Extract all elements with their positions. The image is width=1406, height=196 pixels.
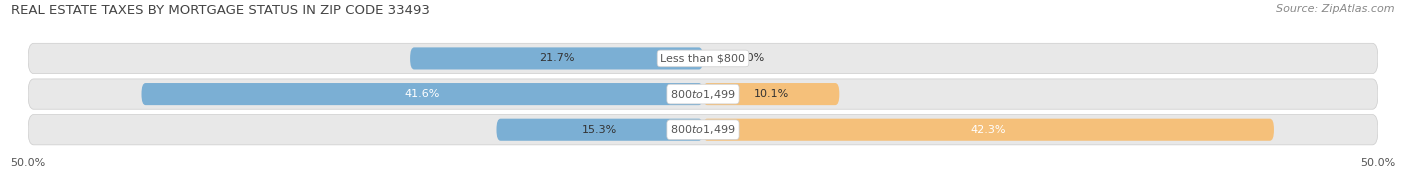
FancyBboxPatch shape (703, 119, 1274, 141)
Text: 41.6%: 41.6% (405, 89, 440, 99)
FancyBboxPatch shape (142, 83, 703, 105)
Text: 21.7%: 21.7% (538, 54, 574, 64)
Text: 15.3%: 15.3% (582, 125, 617, 135)
Text: $800 to $1,499: $800 to $1,499 (671, 123, 735, 136)
Text: REAL ESTATE TAXES BY MORTGAGE STATUS IN ZIP CODE 33493: REAL ESTATE TAXES BY MORTGAGE STATUS IN … (11, 4, 430, 17)
FancyBboxPatch shape (28, 43, 1378, 74)
Text: Less than $800: Less than $800 (661, 54, 745, 64)
Text: Source: ZipAtlas.com: Source: ZipAtlas.com (1277, 4, 1395, 14)
FancyBboxPatch shape (411, 47, 703, 70)
FancyBboxPatch shape (28, 115, 1378, 145)
Text: 0.0%: 0.0% (737, 54, 765, 64)
FancyBboxPatch shape (28, 79, 1378, 109)
FancyBboxPatch shape (703, 83, 839, 105)
FancyBboxPatch shape (496, 119, 703, 141)
Text: 42.3%: 42.3% (970, 125, 1007, 135)
Text: $800 to $1,499: $800 to $1,499 (671, 88, 735, 101)
Text: 10.1%: 10.1% (754, 89, 789, 99)
